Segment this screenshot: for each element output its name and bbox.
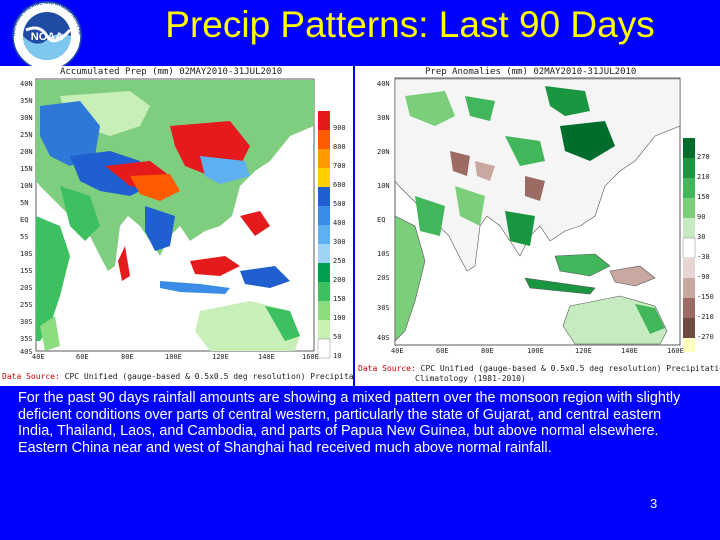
lat-label: 30S [20, 318, 33, 326]
lat-label: 20N [377, 148, 390, 156]
lon-label: 140E [621, 347, 638, 355]
legend-value: 150 [333, 295, 346, 303]
legend-value: 600 [333, 181, 346, 189]
lat-label: 30N [20, 114, 33, 122]
lat-label: 40S [377, 334, 390, 342]
lon-label: 80E [121, 353, 134, 361]
lat-label: 40N [20, 80, 33, 88]
logo-text: NOAA [31, 31, 63, 43]
precip-anomaly-plot [394, 77, 696, 352]
lat-label: 10N [20, 182, 33, 190]
legend-value: 50 [333, 333, 342, 341]
lat-label: 35N [20, 97, 33, 105]
lat-label: 10S [20, 250, 33, 258]
accumulated-precip-map: Accumulated Prep (mm) 02MAY2010-31JUL201… [0, 66, 353, 386]
slide-body-text: For the past 90 days rainfall amounts ar… [18, 390, 681, 456]
legend-value: 800 [333, 143, 346, 151]
precip-anomaly-map: Prep Anomalies (mm) 02MAY2010-31JUL2010 [355, 66, 720, 386]
map-title: Prep Anomalies (mm) 02MAY2010-31JUL2010 [425, 67, 637, 77]
legend-value: 400 [333, 219, 346, 227]
lat-label: EQ [377, 216, 386, 224]
lat-label: 35S [20, 335, 33, 343]
legend-value: -270 [697, 333, 714, 341]
lon-label: 160E [302, 353, 319, 361]
legend-value: 500 [333, 200, 346, 208]
lon-label: 160E [667, 347, 684, 355]
legend-value: 10 [333, 352, 342, 360]
lat-label: 5N [20, 199, 29, 207]
lon-label: 120E [212, 353, 229, 361]
legend-value: -90 [697, 273, 710, 281]
data-source: Data Source: CPC Unified (gauge-based & … [358, 364, 720, 373]
lat-label: 25N [20, 131, 33, 139]
lat-label: 40S [20, 348, 33, 356]
lon-label: 40E [32, 353, 45, 361]
legend-value: 100 [333, 314, 346, 322]
legend-value: 210 [697, 173, 710, 181]
legend-value: -30 [697, 253, 710, 261]
legend-value: 300 [333, 238, 346, 246]
legend-value: 200 [333, 276, 346, 284]
precip-colorbar [317, 111, 331, 359]
lon-label: 100E [527, 347, 544, 355]
lat-label: 10N [377, 182, 390, 190]
legend-value: 30 [697, 233, 706, 241]
page-number: 3 [650, 496, 658, 511]
legend-value: -150 [697, 293, 714, 301]
noaa-logo: NOAA NATIONAL OCEANIC AND ATMOSPHERIC AD… [0, 0, 83, 71]
lat-label: 15N [20, 165, 33, 173]
lon-label: 60E [76, 353, 89, 361]
legend-value: 270 [697, 153, 710, 161]
slide-title: Precip Patterns: Last 90 Days [165, 4, 655, 45]
map-title: Accumulated Prep (mm) 02MAY2010-31JUL201… [60, 67, 283, 77]
legend-value: 150 [697, 193, 710, 201]
lat-label: 15S [20, 267, 33, 275]
lat-label: 40N [377, 80, 390, 88]
legend-value: 700 [333, 162, 346, 170]
lat-label: 30S [377, 304, 390, 312]
lat-label: 10S [377, 250, 390, 258]
legend-value: 250 [333, 257, 346, 265]
lon-label: 120E [575, 347, 592, 355]
legend-value: 90 [697, 213, 706, 221]
data-source: Data Source: CPC Unified (gauge-based & … [2, 372, 353, 381]
lat-label: EQ [20, 216, 29, 224]
lat-label: 20S [20, 284, 33, 292]
anomaly-colorbar [682, 138, 696, 352]
lon-label: 40E [391, 347, 404, 355]
lat-label: 5S [20, 233, 29, 241]
legend-value: -210 [697, 313, 714, 321]
legend-value: 900 [333, 124, 346, 132]
lon-label: 100E [165, 353, 182, 361]
climatology-note: Climatology (1981-2010) [415, 374, 526, 383]
lat-label: 20S [377, 274, 390, 282]
lat-label: 20N [20, 148, 33, 156]
lon-label: 140E [258, 353, 275, 361]
lon-label: 80E [481, 347, 494, 355]
lon-label: 60E [436, 347, 449, 355]
accumulated-precip-plot [35, 78, 331, 359]
lat-label: 25S [20, 301, 33, 309]
lat-label: 30N [377, 114, 390, 122]
